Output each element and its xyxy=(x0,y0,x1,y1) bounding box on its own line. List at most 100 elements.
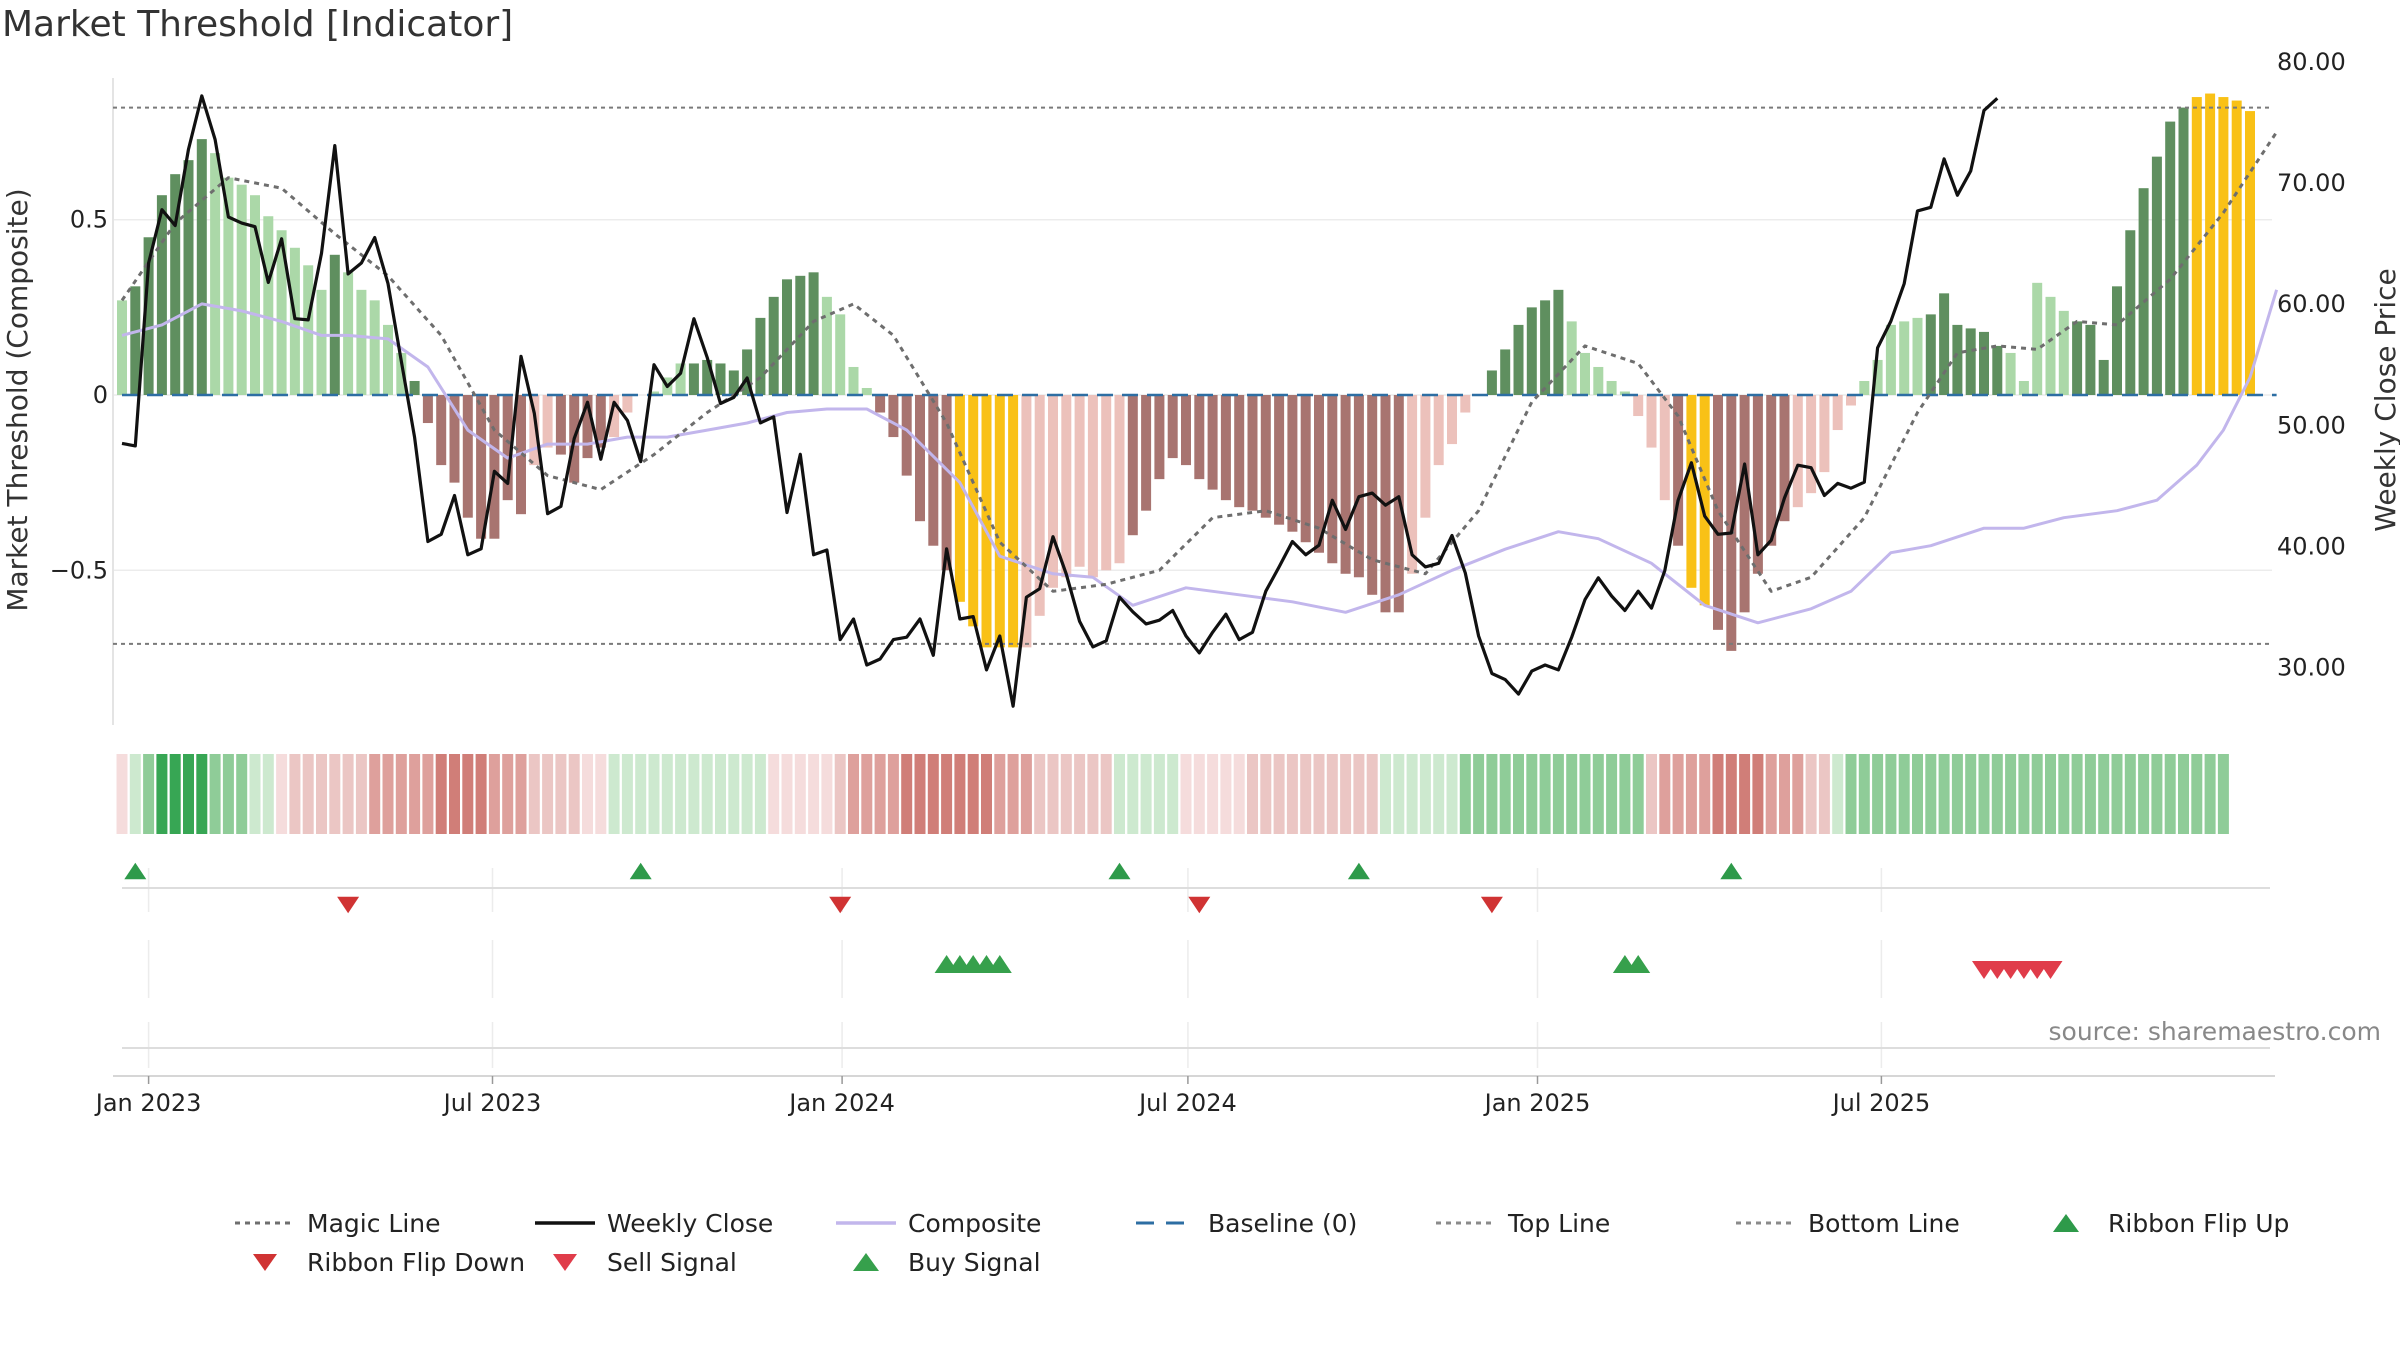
composite-bar xyxy=(329,254,340,395)
composite-bar xyxy=(2085,324,2096,395)
ribbon-segment xyxy=(1632,754,1644,834)
ribbon-segment xyxy=(781,754,793,834)
ribbon-segment xyxy=(1074,754,1086,834)
composite-bar xyxy=(409,380,420,395)
composite-bar xyxy=(130,286,141,395)
ribbon-segment xyxy=(808,754,820,834)
source-label: source: sharemaestro.com xyxy=(2049,1017,2382,1046)
composite-bar xyxy=(1885,324,1896,395)
ribbon-segment xyxy=(2204,754,2216,834)
ribbon-segment xyxy=(2098,754,2110,834)
sell-signal-marker xyxy=(2038,961,2063,979)
composite-bar xyxy=(1726,395,1737,651)
composite-bar xyxy=(1899,321,1910,395)
ribbon-segment xyxy=(1220,754,1232,834)
ribbon-segment xyxy=(236,754,248,834)
ribbon-segment xyxy=(2031,754,2043,834)
ribbon-segment xyxy=(542,754,554,834)
ribbon-segment xyxy=(941,754,953,834)
composite-bar xyxy=(143,237,154,395)
x-tick-label: Jul 2024 xyxy=(1137,1089,1237,1117)
ribbon-segment xyxy=(143,754,155,834)
composite-bar xyxy=(156,195,167,395)
composite-bar xyxy=(1500,349,1511,395)
y-right-tick-label: 30.00 xyxy=(2277,653,2346,681)
composite-bar xyxy=(715,363,726,395)
ribbon-segment xyxy=(1247,754,1258,834)
composite-bar xyxy=(1619,391,1630,395)
composite-bar xyxy=(436,395,447,466)
legend-label: Buy Signal xyxy=(908,1248,1041,1277)
legend-label: Top Line xyxy=(1507,1209,1610,1238)
composite-bar xyxy=(2018,380,2029,395)
composite-bar xyxy=(2178,107,2189,395)
composite-bar xyxy=(183,160,194,395)
ribbon-segment xyxy=(768,754,780,834)
composite-bar xyxy=(1792,395,1803,508)
composite-bar xyxy=(422,395,433,424)
composite-bar xyxy=(2045,296,2056,395)
ribbon-segment xyxy=(528,754,540,834)
ribbon-segment xyxy=(1752,754,1764,834)
composite-bar xyxy=(1486,370,1497,395)
ribbon-segment xyxy=(648,754,660,834)
composite-bar xyxy=(2032,282,2043,395)
ribbon-segment xyxy=(1300,754,1312,834)
composite-bar xyxy=(1846,395,1856,406)
ribbon-segment xyxy=(555,754,567,834)
y-right-tick-label: 70.00 xyxy=(2277,169,2346,197)
ribbon-segment xyxy=(1286,754,1298,834)
ribbon-segment xyxy=(1353,754,1365,834)
y-right-tick-label: 60.00 xyxy=(2277,290,2346,318)
ribbon-segment xyxy=(302,754,314,834)
y-right-tick-label: 80.00 xyxy=(2277,48,2346,76)
ribbon-flip-down-marker xyxy=(829,896,852,914)
ribbon-segment xyxy=(2111,754,2123,834)
composite-bar xyxy=(1048,395,1058,588)
composite-bar xyxy=(1806,395,1817,494)
ribbon-segment xyxy=(954,754,966,834)
ribbon-segment xyxy=(715,754,726,834)
composite-bar xyxy=(1327,395,1338,564)
ribbon-segment xyxy=(1592,754,1604,834)
composite-bar xyxy=(915,395,925,522)
ribbon-segment xyxy=(1034,754,1046,834)
ribbon-segment xyxy=(994,754,1006,834)
composite-bar xyxy=(702,359,713,395)
ribbon-segment xyxy=(1712,754,1724,834)
composite-bar xyxy=(1021,395,1032,648)
composite-bar xyxy=(688,363,699,395)
ribbon-flip-down-marker xyxy=(1188,896,1211,914)
composite-bar xyxy=(2072,321,2083,395)
composite-bar xyxy=(489,395,500,539)
composite-bar xyxy=(622,395,633,413)
ribbon-segment xyxy=(1433,754,1445,834)
composite-bar xyxy=(2165,121,2176,395)
ribbon-segment xyxy=(1619,754,1631,834)
composite-bar xyxy=(1580,352,1590,395)
ribbon-segment xyxy=(1060,754,1072,834)
ribbon-segment xyxy=(621,754,633,834)
composite-bar xyxy=(1606,380,1617,395)
ribbon-segment xyxy=(2058,754,2070,834)
ribbon-segment xyxy=(1020,754,1032,834)
ribbon-segment xyxy=(1459,754,1471,834)
weekly-close-line xyxy=(121,94,1999,708)
legend-item: Magic Line xyxy=(235,1209,441,1238)
ribbon-segment xyxy=(1672,754,1684,834)
composite-bar xyxy=(888,395,899,438)
ribbon-segment xyxy=(1832,754,1844,834)
ribbon-segment xyxy=(1739,754,1751,834)
composite-bar xyxy=(2231,100,2242,395)
ribbon-segment xyxy=(688,754,700,834)
ribbon-segment xyxy=(1446,754,1458,834)
ribbon-segment xyxy=(2178,754,2189,834)
ribbon-segment xyxy=(342,754,354,834)
ribbon-segment xyxy=(1499,754,1511,834)
composite-bar xyxy=(2005,352,2016,395)
composite-bar xyxy=(1008,395,1019,648)
ribbon-segment xyxy=(1087,754,1099,834)
ribbon-segment xyxy=(196,754,208,834)
composite-bar xyxy=(1114,395,1125,564)
magic-line xyxy=(120,131,2278,593)
